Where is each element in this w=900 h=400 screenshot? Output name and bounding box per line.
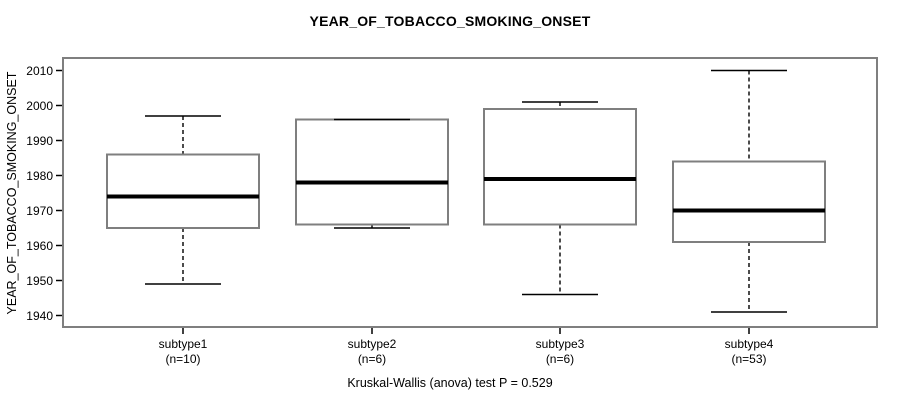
group-size-label: (n=10) (165, 352, 201, 366)
y-tick-label: 2010 (26, 63, 53, 78)
box-rect-subtype1 (106, 153, 260, 229)
box-rect-subtype3 (483, 108, 637, 226)
stat-test-caption: Kruskal-Wallis (anova) test P = 0.529 (347, 376, 553, 390)
group-name-label: subtype3 (535, 337, 585, 351)
chart-title: YEAR_OF_TOBACCO_SMOKING_ONSET (309, 13, 591, 29)
x-axis-label-subtype1: subtype1 (n=10) (113, 337, 253, 367)
y-tick-label: 1970 (26, 203, 53, 218)
y-tick-label: 2000 (26, 98, 53, 113)
group-size-label: (n=6) (545, 352, 575, 366)
x-axis-label-subtype4: subtype4 (n=53) (679, 337, 819, 367)
x-axis-label-subtype3: subtype3 (n=6) (490, 337, 630, 367)
y-tick-label: 1950 (26, 273, 53, 288)
group-name-label: subtype2 (347, 337, 397, 351)
x-axis-label-subtype2: subtype2 (n=6) (302, 337, 442, 367)
group-name-label: subtype1 (158, 337, 208, 351)
y-tick-label: 1960 (26, 238, 53, 253)
box-rect-subtype2 (295, 118, 449, 226)
box-rect-subtype4 (672, 160, 826, 243)
y-tick-label: 1980 (26, 168, 53, 183)
y-tick-label: 1940 (26, 308, 53, 323)
group-name-label: subtype4 (724, 337, 774, 351)
plot-frame (62, 57, 878, 328)
group-size-label: (n=53) (731, 352, 767, 366)
group-size-label: (n=6) (357, 352, 387, 366)
y-tick-label: 1990 (26, 133, 53, 148)
